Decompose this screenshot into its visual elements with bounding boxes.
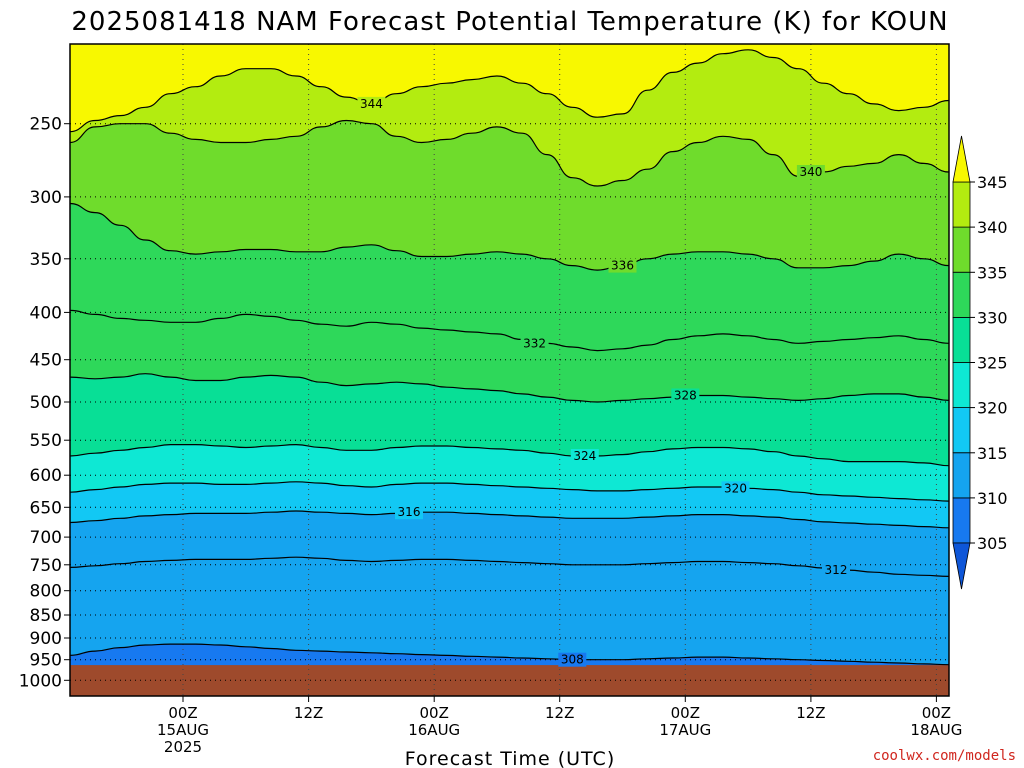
isentrope-label: 324 bbox=[573, 449, 596, 463]
credit-text: coolwx.com/models bbox=[873, 748, 1016, 764]
colorbar-label: 315 bbox=[977, 444, 1008, 463]
colorbar-label: 345 bbox=[977, 173, 1008, 192]
isentrope-316 bbox=[70, 510, 949, 529]
colorbar-swatch bbox=[952, 497, 971, 544]
y-tick-label: 950 bbox=[30, 651, 62, 671]
colorbar-swatch bbox=[952, 271, 971, 318]
x-tick-label: 16AUG bbox=[408, 721, 460, 739]
isentrope-312 bbox=[70, 556, 949, 577]
chart-title: 2025081418 NAM Forecast Potential Temper… bbox=[71, 7, 948, 37]
isentrope-label: 344 bbox=[360, 97, 383, 111]
y-tick-label: 300 bbox=[30, 188, 62, 208]
colorbar-swatch bbox=[952, 407, 971, 454]
y-tick-label: 750 bbox=[30, 556, 62, 576]
isentrope-336 bbox=[70, 202, 949, 271]
isentrope-344 bbox=[70, 49, 949, 133]
y-tick-label: 900 bbox=[30, 629, 62, 649]
isentrope-328 bbox=[70, 373, 949, 403]
x-tick-label: 17AUG bbox=[659, 721, 711, 739]
y-tick-label: 400 bbox=[30, 303, 62, 323]
colorbar-label: 310 bbox=[977, 489, 1008, 508]
isentrope-lines: 308 312 316 320 324 328 332 336 340 344 bbox=[70, 49, 949, 667]
x-tick-label: 12Z bbox=[545, 704, 574, 722]
x-tick-label: 12Z bbox=[294, 704, 323, 722]
colorbar-swatch bbox=[952, 181, 971, 228]
isentrope-label: 312 bbox=[825, 563, 848, 577]
isentrope-label-bg bbox=[558, 652, 587, 667]
isentrope-label-bg bbox=[395, 505, 423, 520]
isentrope-332 bbox=[70, 309, 949, 352]
y-tick-label: 1000 bbox=[19, 671, 62, 691]
x-tick-label: 00Z bbox=[922, 704, 951, 722]
colorbar-label: 305 bbox=[977, 534, 1008, 553]
x-tick-label: 00Z bbox=[671, 704, 700, 722]
y-tick-label: 350 bbox=[30, 250, 62, 270]
y-tick-label: 850 bbox=[30, 606, 62, 626]
isentrope-label: 332 bbox=[523, 336, 546, 350]
ground-layer bbox=[70, 665, 949, 696]
colorbar-label: 320 bbox=[977, 399, 1008, 418]
colorbar-swatch bbox=[952, 362, 971, 408]
isentrope-label-bg bbox=[796, 165, 825, 179]
isentrope-308 bbox=[70, 643, 949, 666]
colorbar-label: 330 bbox=[977, 308, 1008, 327]
colorbar-swatch bbox=[952, 452, 971, 499]
plot-frame bbox=[69, 43, 950, 697]
y-tick-label: 800 bbox=[30, 582, 62, 602]
y-tick-label: 700 bbox=[30, 528, 62, 548]
colorbar-label: 335 bbox=[977, 263, 1008, 282]
y-tick-label: 650 bbox=[30, 498, 62, 518]
isentrope-label: 328 bbox=[674, 389, 697, 403]
colorbar-label: 325 bbox=[977, 354, 1008, 373]
x-tick-label: 15AUG bbox=[157, 721, 209, 739]
isentrope-320 bbox=[70, 481, 949, 502]
isentrope-label: 340 bbox=[799, 165, 822, 179]
y-tick-label: 600 bbox=[30, 466, 62, 486]
y-tick-label: 250 bbox=[30, 115, 62, 135]
colorbar-label: 340 bbox=[977, 218, 1008, 237]
colorbar-min-arrow bbox=[952, 542, 971, 590]
x-tick-label: 00Z bbox=[420, 704, 449, 722]
grid-lines bbox=[70, 44, 949, 696]
x-tick-label: 12Z bbox=[796, 704, 825, 722]
isentrope-label-bg bbox=[671, 388, 700, 403]
y-tick-label: 450 bbox=[30, 351, 62, 371]
x-tick-label: 00Z bbox=[168, 704, 197, 722]
isentrope-label-bg bbox=[822, 563, 850, 578]
x-tick-label: 2025 bbox=[164, 738, 202, 756]
temperature-fill-bands bbox=[70, 44, 949, 696]
isentrope-label: 320 bbox=[724, 481, 747, 495]
isentrope-324 bbox=[70, 443, 949, 467]
colorbar: 305 310 315 320 325 330 335 340 345 bbox=[952, 135, 1008, 590]
colorbar-swatch bbox=[952, 316, 971, 363]
colorbar-max-arrow bbox=[952, 135, 971, 183]
isentrope-label: 308 bbox=[561, 653, 584, 667]
isentrope-label-bg bbox=[570, 449, 599, 463]
x-tick-label: 18AUG bbox=[910, 721, 962, 739]
isentrope-label-bg bbox=[357, 96, 386, 111]
isentrope-label: 316 bbox=[398, 505, 421, 519]
colorbar-swatch bbox=[952, 226, 971, 273]
isentrope-label: 336 bbox=[611, 259, 634, 273]
isentrope-label-bg bbox=[608, 258, 637, 273]
isentrope-label-bg bbox=[721, 481, 750, 496]
y-tick-label: 550 bbox=[30, 431, 62, 451]
isentrope-label-bg bbox=[520, 336, 549, 351]
y-tick-label: 500 bbox=[30, 393, 62, 413]
y-axis-ticks: 250 300 350 400 450 500 550 600 650 700 750 800 850 9… bbox=[19, 115, 70, 691]
x-axis-label: Forecast Time (UTC) bbox=[405, 748, 615, 768]
